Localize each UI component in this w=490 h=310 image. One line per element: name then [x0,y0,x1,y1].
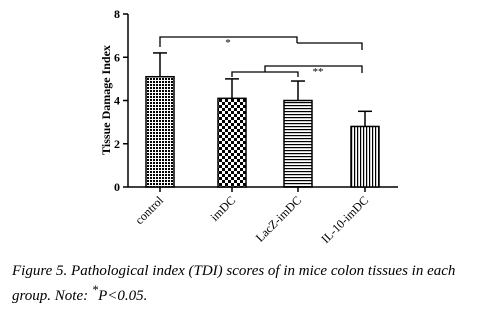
x-tick-label: control [132,193,166,227]
caption-text: Pathological index (TDI) scores of in mi… [12,263,456,304]
bar [283,99,313,188]
annotation: ** [313,66,324,78]
annotation: * [225,37,231,49]
bracket [231,71,299,77]
y-axis-label: Tissue Damage Index [99,45,113,155]
y-tick-label: 4 [114,94,120,108]
chart: Tissue Damage Index * ** 0 2 4 6 8 control imD… [99,7,398,246]
caption-label: Figure 5. [12,263,68,279]
bracket [159,36,298,47]
caption-superscript: * [91,283,99,297]
bar [145,75,175,188]
significance-brackets [159,36,363,77]
x-tick-label: IL-10-imDC [318,193,371,246]
y-tick-label: 6 [114,50,120,64]
caption: Figure 5. Pathological index (TDI) score… [12,262,484,306]
caption-end: P<0.05. [98,288,148,304]
bracket [264,65,363,73]
x-tick-label: imDC [207,193,238,224]
bracket [297,42,363,50]
bar [350,125,380,188]
x-tick-label: LacZ-imDC [253,193,304,244]
y-tick-label: 8 [114,7,120,21]
bar [217,97,247,188]
y-tick-label: 0 [114,180,120,194]
y-tick-label: 2 [114,137,120,151]
